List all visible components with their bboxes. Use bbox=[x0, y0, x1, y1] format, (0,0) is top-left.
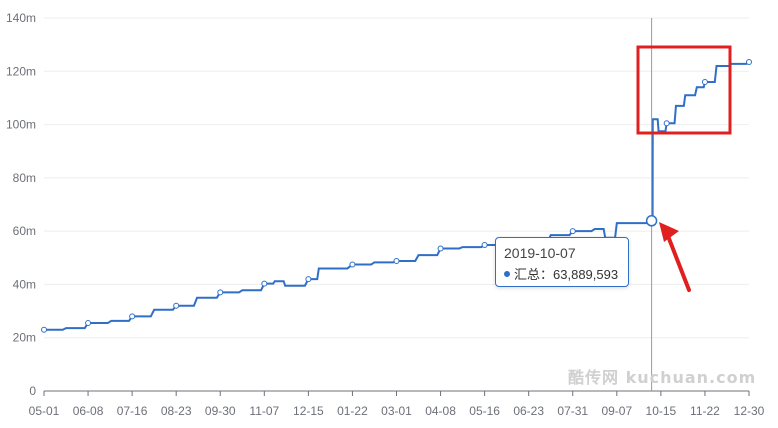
x-tick-label: 05-16 bbox=[469, 404, 500, 418]
x-tick-label: 03-01 bbox=[381, 404, 412, 418]
y-axis: 0 20m 40m 60m 80m 100m 120m 140m bbox=[6, 11, 36, 398]
arrow-head bbox=[659, 222, 679, 242]
x-tick-label: 09-30 bbox=[205, 404, 236, 418]
data-marker bbox=[305, 276, 312, 283]
x-tick-label: 12-15 bbox=[293, 404, 324, 418]
data-marker bbox=[41, 326, 47, 333]
annotation-arrow bbox=[659, 222, 691, 292]
series-line bbox=[44, 61, 750, 331]
highlight-box bbox=[636, 45, 732, 135]
y-tick-label: 0 bbox=[29, 384, 36, 398]
arrow-shaft bbox=[666, 234, 691, 292]
data-marker bbox=[437, 245, 444, 252]
y-tick-label: 100m bbox=[6, 118, 36, 132]
tooltip-row: 汇总：63,889,593 bbox=[504, 265, 620, 285]
data-marker bbox=[663, 120, 670, 127]
data-marker bbox=[129, 313, 136, 320]
tooltip: 2019-10-07 汇总：63,889,593 bbox=[495, 237, 629, 287]
data-marker bbox=[85, 320, 92, 327]
data-marker bbox=[349, 261, 356, 268]
data-marker bbox=[393, 257, 400, 264]
data-marker bbox=[746, 58, 752, 65]
data-marker bbox=[217, 289, 224, 296]
x-tick-label: 06-08 bbox=[73, 404, 104, 418]
watermark: 酷传网 kuchuan.com bbox=[568, 368, 757, 387]
x-tick-label: 11-22 bbox=[690, 404, 720, 418]
x-tick-label: 05-01 bbox=[29, 404, 60, 418]
y-tick-label: 140m bbox=[6, 11, 36, 25]
data-marker bbox=[701, 78, 708, 85]
y-tick-label: 40m bbox=[13, 277, 36, 291]
x-tick-label: 01-22 bbox=[337, 404, 368, 418]
data-marker bbox=[173, 302, 180, 309]
x-tick-label: 09-07 bbox=[601, 404, 632, 418]
data-markers bbox=[41, 58, 752, 333]
hover-point[interactable] bbox=[645, 215, 658, 227]
series-dot bbox=[504, 270, 510, 277]
data-marker bbox=[481, 241, 488, 248]
x-tick-label: 10-15 bbox=[646, 404, 677, 418]
x-tick-label: 06-23 bbox=[513, 404, 544, 418]
data-marker bbox=[261, 280, 268, 287]
tooltip-value: 63,889,593 bbox=[553, 267, 619, 282]
data-marker bbox=[569, 228, 576, 235]
x-tick-label: 04-08 bbox=[425, 404, 456, 418]
y-tick-label: 120m bbox=[6, 64, 36, 78]
y-tick-label: 80m bbox=[13, 171, 36, 185]
x-tick-label: 11-07 bbox=[249, 404, 279, 418]
x-tick-label: 07-16 bbox=[117, 404, 148, 418]
x-axis: 05-01 06-08 07-16 08-23 09-30 11-07 12-15 01-22… bbox=[29, 390, 765, 418]
x-tick-label: 08-23 bbox=[161, 404, 192, 418]
x-tick-label: 12-30 bbox=[734, 404, 765, 418]
tooltip-label: 汇总： bbox=[514, 267, 554, 282]
y-tick-label: 60m bbox=[13, 224, 36, 238]
x-tick-label: 07-31 bbox=[557, 404, 588, 418]
y-tick-label: 20m bbox=[13, 331, 36, 345]
grid-lines bbox=[44, 17, 749, 339]
tooltip-date: 2019-10-07 bbox=[504, 245, 576, 261]
